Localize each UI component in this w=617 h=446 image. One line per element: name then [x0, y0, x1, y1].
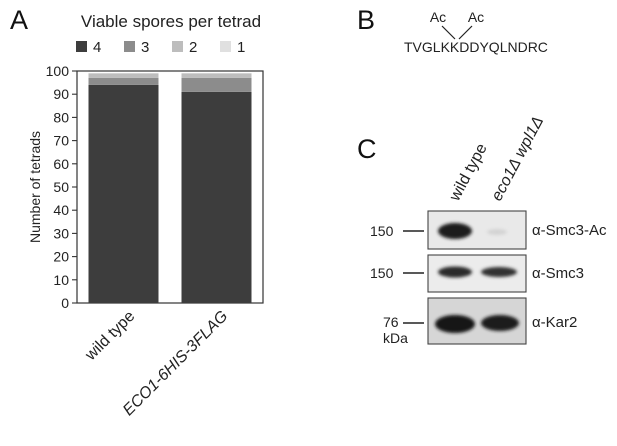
panel-b-letter: B: [357, 5, 375, 35]
marker-76: 76: [383, 314, 399, 330]
category-label: wild type: [82, 308, 139, 365]
chart-legend: 4 3 2 1: [76, 39, 245, 56]
marker-150-a: 150: [370, 223, 394, 239]
antibody-smc3-ac: α-Smc3-Ac: [532, 222, 607, 239]
stacked-bar-chart: 0 10 20 30 40 50 60 70 80 90 100 wild typeECO1-6HIS…: [46, 63, 264, 419]
blot-band: [438, 223, 472, 239]
peptide-sequence: TVGLKKDDYQLNDRC: [404, 39, 548, 55]
bar-segment-3: [88, 77, 159, 85]
lane-label-eco1-wpl1: eco1Δ wpl1Δ: [489, 114, 548, 204]
bar-segment-3: [181, 77, 252, 92]
panel-b: B Ac Ac TVGLKKDDYQLNDRC: [357, 5, 548, 55]
marker-150-b: 150: [370, 265, 394, 281]
y-tick-label: 30: [53, 225, 69, 241]
legend-label-1: 1: [237, 39, 245, 56]
y-tick-label: 90: [53, 86, 69, 102]
y-tick-label: 20: [53, 249, 69, 265]
acetyl-bond-1: [441, 25, 456, 40]
y-tick-label: 10: [53, 272, 69, 288]
panel-c-letter: C: [357, 134, 377, 164]
y-tick-label: 0: [61, 295, 69, 311]
acetyl-label-1: Ac: [430, 9, 446, 25]
blot-smc3: [427, 254, 527, 293]
legend-swatch-2: [172, 41, 183, 52]
blot-kar2: [427, 297, 527, 345]
chart-title: Viable spores per tetrad: [81, 12, 261, 31]
bar-segment-4: [181, 91, 252, 303]
marker-unit: kDa: [383, 330, 408, 346]
lane-label-wild-type: wild type: [446, 141, 491, 205]
y-tick-label: 100: [46, 63, 70, 79]
legend-label-2: 2: [189, 39, 197, 56]
blot-band-faint: [487, 229, 507, 235]
y-tick-label: 40: [53, 202, 69, 218]
blot-band: [481, 315, 519, 331]
blot-band: [435, 315, 475, 333]
panel-a: A Viable spores per tetrad 4 3 2 1 0 10 20 30 4…: [10, 5, 264, 419]
bar-segment-4: [88, 84, 159, 303]
bar-segment-2: [181, 73, 252, 78]
antibody-kar2: α-Kar2: [532, 314, 577, 331]
panel-c: C wild type eco1Δ wpl1Δ 150 150 76 kDa: [357, 114, 607, 346]
y-tick-label: 80: [53, 109, 69, 125]
blot-band: [481, 267, 517, 277]
y-axis-label: Number of tetrads: [27, 131, 43, 243]
category-label: ECO1-6HIS-3FLAG: [120, 308, 231, 419]
y-tick-label: 50: [53, 179, 69, 195]
acetyl-bond-2: [458, 25, 473, 40]
y-tick-label: 60: [53, 156, 69, 172]
legend-swatch-1: [220, 41, 231, 52]
acetyl-label-2: Ac: [468, 9, 484, 25]
antibody-smc3: α-Smc3: [532, 265, 584, 282]
panel-a-letter: A: [10, 5, 28, 35]
blot-band: [438, 266, 472, 278]
y-tick-label: 70: [53, 133, 69, 149]
legend-label-4: 4: [93, 39, 101, 56]
legend-swatch-4: [76, 41, 87, 52]
legend-label-3: 3: [141, 39, 149, 56]
blot-smc3-ac: [427, 210, 527, 250]
bar-segment-2: [88, 73, 159, 78]
legend-swatch-3: [124, 41, 135, 52]
